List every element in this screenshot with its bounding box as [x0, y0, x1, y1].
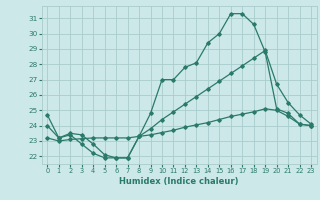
X-axis label: Humidex (Indice chaleur): Humidex (Indice chaleur)	[119, 177, 239, 186]
